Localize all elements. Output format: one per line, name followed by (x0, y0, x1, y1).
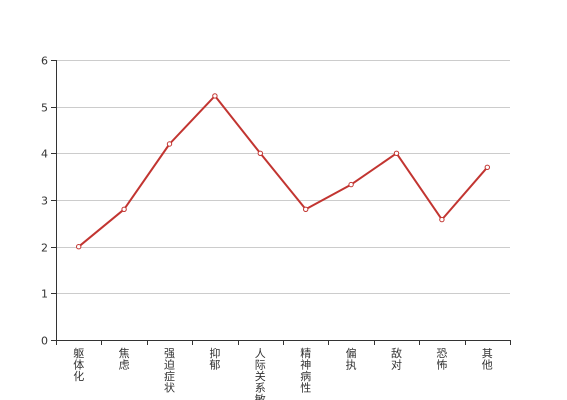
x-category-label: 敌对 (391, 346, 402, 372)
series-line (78, 94, 489, 248)
data-point[interactable] (212, 93, 218, 99)
x-category-label: 精神病性 (300, 347, 311, 395)
x-category-label: 抑郁 (209, 346, 220, 372)
y-tick-label: 4 (41, 148, 48, 161)
x-category-label: 偏执 (346, 346, 357, 372)
data-point[interactable] (76, 244, 82, 250)
data-point[interactable] (439, 216, 445, 223)
y-tick-label: 2 (41, 242, 48, 255)
data-point[interactable] (257, 150, 263, 157)
y-tick-label: 5 (41, 102, 48, 115)
data-point[interactable] (121, 206, 127, 213)
x-category-label: 人际关系敏感 (255, 347, 266, 400)
y-tick-label: 1 (41, 288, 48, 301)
y-axis-ticks: 0 1 2 3 4 5 6 (41, 55, 56, 348)
grid-lines (56, 60, 510, 294)
y-tick-label: 3 (41, 195, 48, 208)
data-point[interactable] (484, 164, 490, 171)
y-tick-label: 0 (41, 335, 48, 348)
y-tick-label: 6 (41, 55, 48, 68)
x-category-label: 恐怖 (436, 347, 447, 372)
x-axis-ticks: 躯体化 焦虑 强迫症状 抑郁 人际关系敏感 精神病性 偏执 敌对 恐怖 其他 (56, 340, 511, 400)
x-category-label: 强迫症状 (164, 347, 175, 395)
x-category-label: 其他 (482, 347, 493, 372)
x-category-label: 焦虑 (119, 347, 130, 372)
x-category-label: 躯体化 (73, 347, 84, 383)
data-point[interactable] (303, 206, 309, 213)
data-point[interactable] (166, 141, 173, 147)
series-layer (76, 93, 490, 250)
data-point[interactable] (393, 150, 400, 157)
data-point[interactable] (348, 181, 354, 188)
